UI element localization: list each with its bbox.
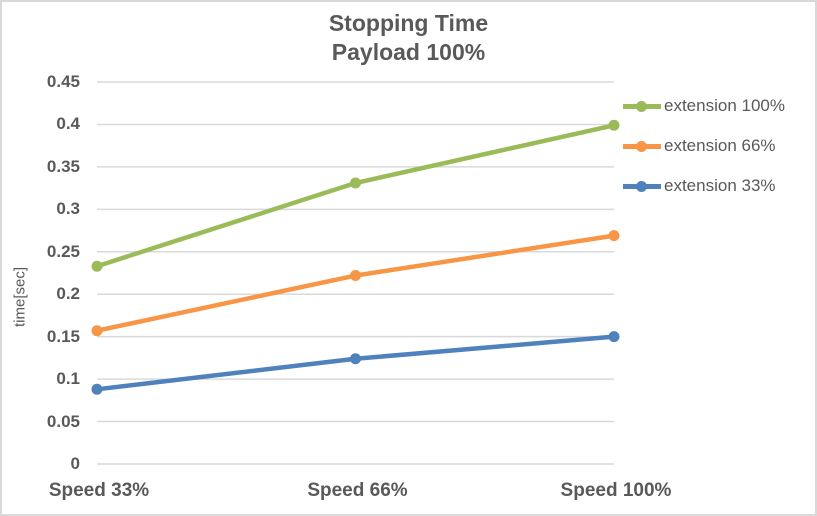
y-tick-label: 0.45 (46, 72, 80, 91)
y-tick-label: 0.05 (46, 411, 80, 431)
legend: extension 100% extension 66% extension 33% (623, 86, 785, 206)
chart-title: Stopping Time Payload 100% (2, 9, 815, 67)
legend-label: extension 66% (664, 136, 776, 155)
data-point-extension-33- (350, 353, 361, 365)
legend-label: extension 33% (664, 176, 776, 195)
chart-title-line1: Stopping Time (328, 10, 489, 36)
legend-line-marker-icon (623, 140, 661, 152)
legend-label: extension 100% (664, 96, 785, 115)
series-line-extension-66- (94, 233, 617, 333)
chart-title-line2: Payload 100% (331, 39, 486, 65)
y-tick-label: 0.35 (46, 156, 80, 176)
data-point-extension-100- (91, 260, 103, 272)
y-tick-label: 0.4 (56, 114, 80, 134)
data-point-extension-33- (608, 331, 620, 343)
data-point-extension-66- (608, 230, 620, 242)
series-line-extension-100- (94, 123, 617, 269)
data-point-extension-100- (608, 119, 620, 131)
legend-line-marker-icon (623, 180, 661, 192)
y-tick-label: 0.2 (56, 284, 80, 304)
data-point-extension-33- (91, 383, 103, 395)
x-tick-label: Speed 100% (560, 480, 672, 501)
y-tick-label: 0 (70, 454, 80, 473)
y-tick-label: 0.25 (46, 241, 80, 261)
data-point-extension-66- (350, 270, 361, 282)
y-tick-label: 0.15 (46, 326, 80, 346)
legend-entry-extension-33-: extension 33% (623, 166, 785, 206)
legend-line-marker-icon (623, 100, 661, 112)
data-point-extension-66- (91, 325, 103, 337)
data-point-extension-100- (350, 177, 361, 189)
y-tick-label: 0.3 (56, 199, 80, 219)
legend-entry-extension-66-: extension 66% (623, 126, 785, 166)
y-tick-label: 0.1 (56, 369, 80, 389)
x-tick-label: Speed 33% (48, 480, 150, 501)
legend-entry-extension-100-: extension 100% (623, 86, 785, 126)
x-tick-label: Speed 66% (307, 480, 408, 501)
